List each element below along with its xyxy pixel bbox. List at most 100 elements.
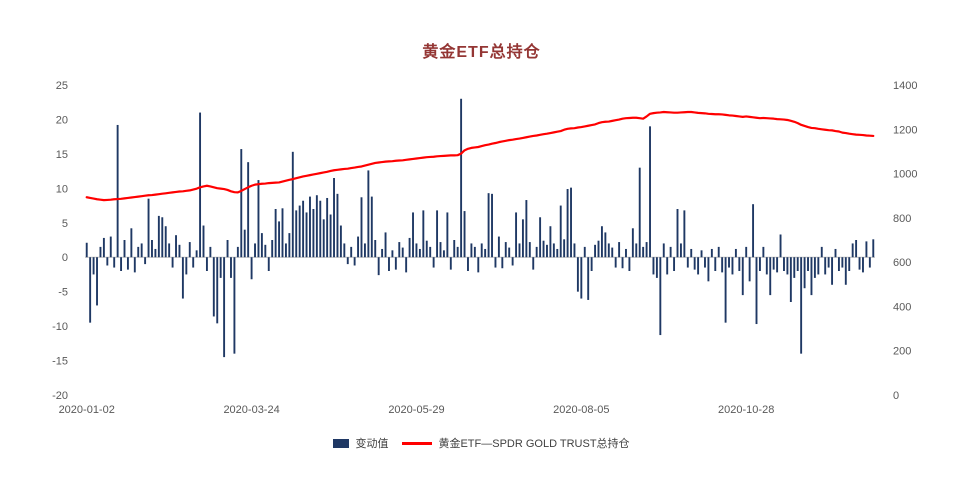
change-value-bar	[590, 257, 593, 271]
change-value-bar	[772, 257, 775, 270]
change-value-bar	[126, 257, 129, 270]
legend-item-holdings: 黄金ETF—SPDR GOLD TRUST总持仓	[402, 435, 630, 451]
change-value-bar	[473, 246, 476, 258]
change-value-bar	[604, 232, 607, 258]
change-value-bar	[762, 246, 765, 258]
change-value-bar	[477, 257, 480, 273]
change-value-bar	[102, 237, 105, 258]
change-value-bar	[271, 240, 274, 258]
x-axis-tick-label: 2020-03-24	[223, 404, 279, 416]
change-value-bar	[614, 257, 617, 268]
change-value-bar	[446, 212, 449, 258]
change-value-bar	[594, 244, 597, 258]
change-value-bar	[528, 242, 531, 258]
change-value-bar	[810, 257, 813, 296]
change-value-bar	[243, 229, 246, 258]
change-value-bar	[188, 242, 191, 258]
change-value-bar	[305, 212, 308, 258]
right-axis-tick-label: 400	[893, 301, 911, 313]
change-value-bar	[298, 205, 301, 258]
change-value-bar	[679, 243, 682, 258]
change-value-bar	[295, 210, 298, 258]
change-value-bar	[467, 257, 469, 271]
change-value-bar	[302, 200, 305, 258]
change-value-bar	[837, 257, 840, 271]
left-axis-tick-label: 0	[62, 252, 68, 264]
change-value-bar	[717, 246, 720, 258]
change-value-bar	[442, 250, 445, 258]
change-value-bar	[556, 248, 559, 258]
change-value-bar	[312, 209, 315, 258]
change-value-bar	[484, 248, 487, 258]
change-value-bar	[710, 248, 713, 258]
change-value-bar	[415, 243, 418, 258]
change-value-bar	[858, 257, 861, 270]
change-value-bar	[618, 242, 621, 258]
change-value-bar	[140, 243, 143, 258]
change-value-bar	[346, 257, 349, 265]
left-axis-tick-label: 10	[56, 183, 68, 195]
change-value-bar	[549, 226, 552, 258]
change-value-bar	[230, 257, 232, 278]
change-value-bar	[645, 242, 648, 258]
change-value-bar	[274, 209, 277, 258]
change-value-bar	[202, 225, 205, 258]
change-value-bar	[851, 243, 854, 258]
change-value-bar	[233, 257, 236, 354]
change-value-bar	[137, 246, 140, 258]
change-value-bar	[85, 242, 88, 258]
change-value-bar	[113, 257, 116, 268]
change-value-bar	[800, 257, 803, 354]
change-value-bar	[631, 228, 634, 258]
change-value-bar	[576, 257, 579, 292]
change-value-bar	[278, 221, 281, 258]
change-value-bar	[120, 257, 123, 271]
change-value-bar	[144, 257, 147, 265]
change-value-bar	[724, 257, 727, 323]
change-value-bar	[284, 243, 287, 258]
change-value-bar	[789, 257, 792, 302]
change-value-bar	[377, 257, 380, 276]
change-value-bar	[820, 246, 823, 258]
change-value-bar	[388, 257, 390, 271]
change-value-bar	[439, 242, 442, 258]
change-value-bar	[697, 257, 700, 275]
left-axis-tick-label: 15	[56, 149, 68, 161]
change-value-bar	[130, 228, 133, 258]
change-value-bar	[336, 193, 339, 258]
change-value-bar	[391, 250, 394, 258]
change-value-bar	[745, 246, 748, 258]
change-value-bar	[219, 257, 222, 278]
change-value-bar	[535, 246, 538, 258]
right-axis-tick-label: 600	[893, 257, 911, 269]
left-axis-tick-label: -15	[52, 356, 68, 368]
change-value-bar	[755, 257, 758, 325]
change-value-bar	[281, 208, 284, 258]
change-value-bar	[412, 212, 414, 258]
change-value-bar	[700, 250, 703, 258]
change-value-bar	[109, 236, 112, 258]
x-axis-tick-label: 2020-10-28	[718, 404, 774, 416]
change-value-bar	[508, 247, 511, 258]
change-value-bar	[728, 257, 730, 268]
change-value-bar	[683, 210, 686, 258]
change-value-bar	[161, 217, 164, 258]
change-value-bar	[168, 243, 171, 258]
change-value-bar	[291, 151, 294, 258]
change-value-bar	[123, 240, 126, 258]
change-value-bar	[515, 212, 518, 258]
change-value-bar	[223, 257, 226, 358]
change-value-bar	[240, 149, 243, 258]
left-axis-tick-label: 20	[56, 114, 68, 126]
change-value-bar	[418, 248, 421, 258]
change-value-bar	[649, 126, 651, 258]
change-value-bar	[116, 124, 119, 258]
change-value-bar	[659, 257, 662, 336]
change-value-bar	[868, 257, 871, 268]
change-value-bar	[824, 257, 827, 275]
change-value-bar	[394, 257, 397, 270]
left-axis-tick-label: -20	[52, 390, 68, 402]
change-value-bar	[374, 240, 377, 258]
